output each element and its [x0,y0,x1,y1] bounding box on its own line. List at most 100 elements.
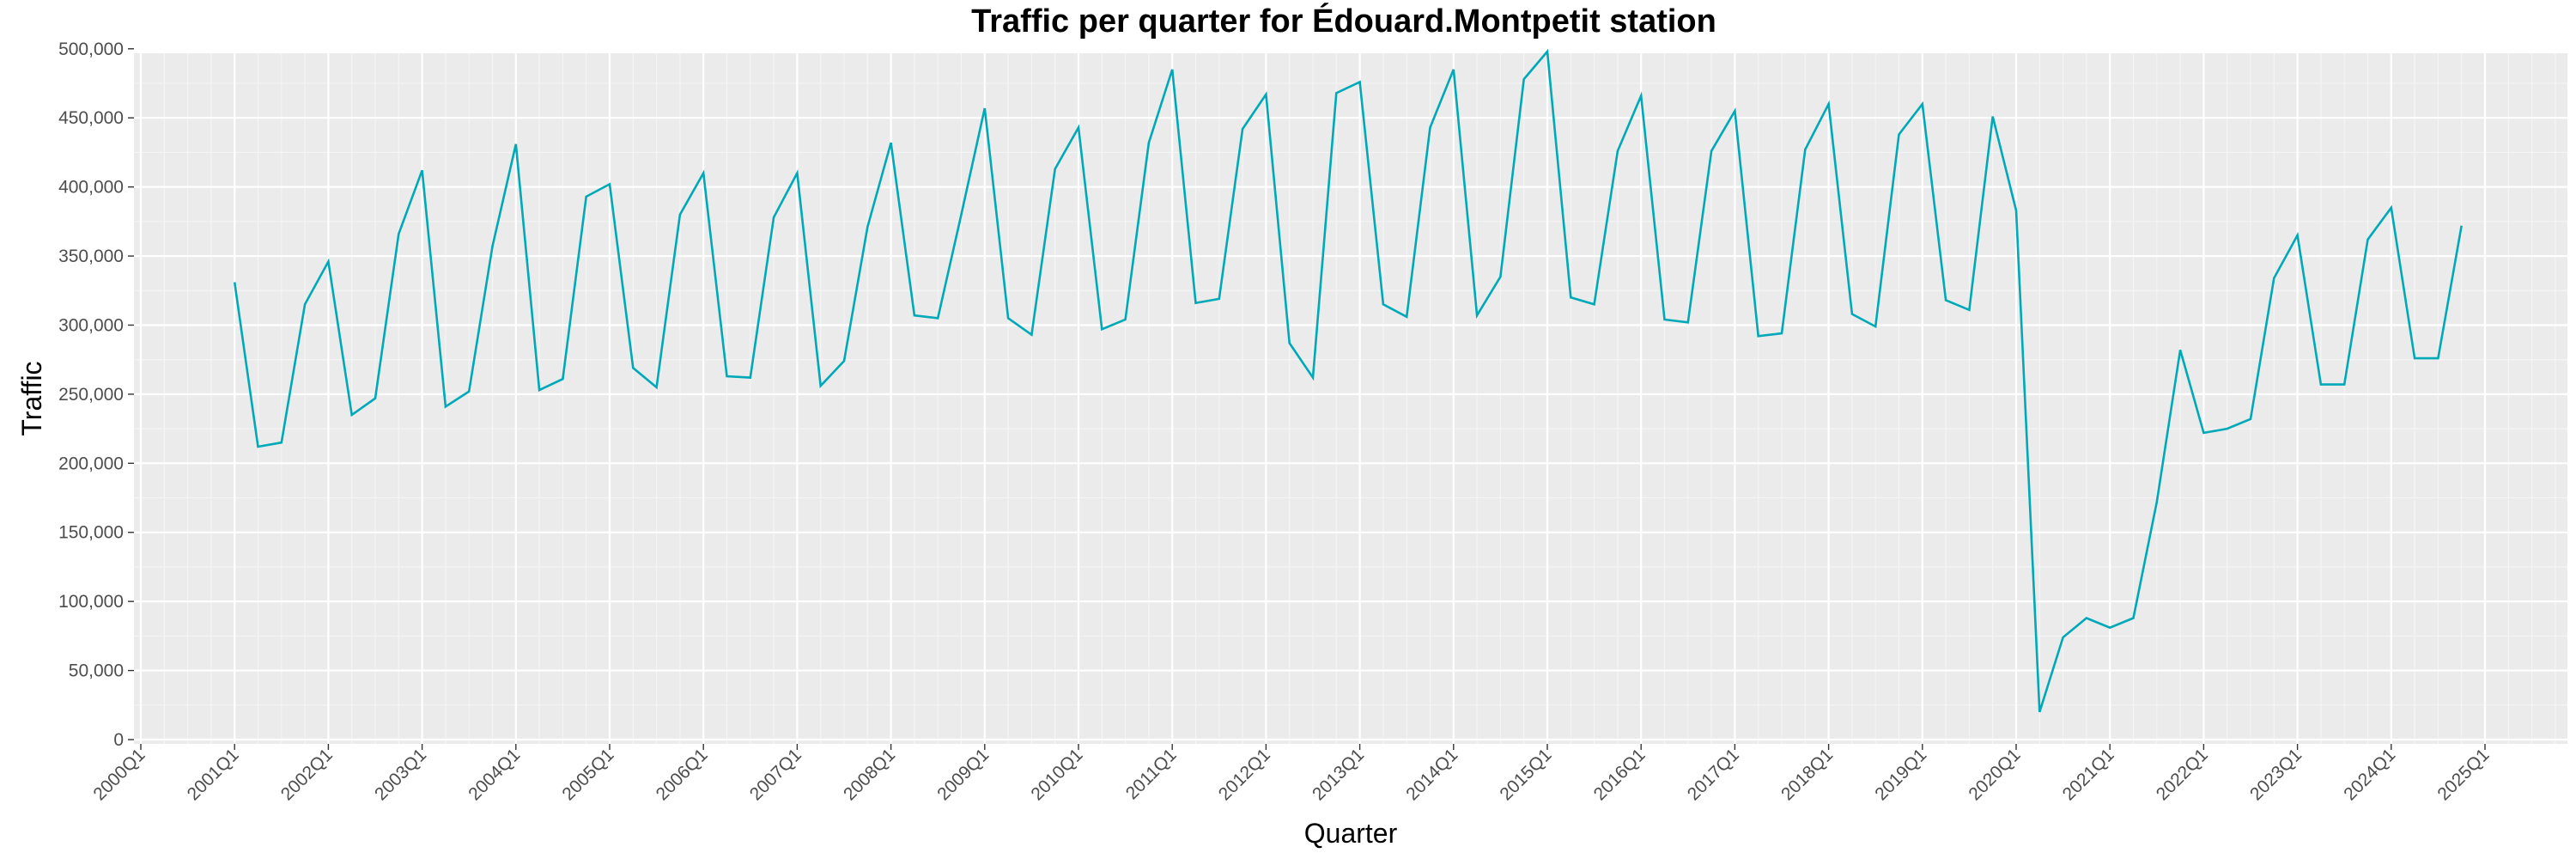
x-tick-label: 2000Q1 [89,745,149,804]
data-point [233,281,236,284]
data-point [1288,341,1291,344]
data-point [936,316,939,320]
data-point [2460,224,2464,228]
y-tick-label: 500,000 [58,40,124,59]
data-point [2413,356,2416,360]
data-point [1616,149,1619,153]
data-point [1593,302,1596,306]
data-point [631,366,635,369]
x-axis-title: Quarter [1304,818,1398,849]
data-point [1030,333,1033,337]
data-point [1147,141,1151,144]
traffic-series-line [233,48,2463,713]
x-tick-label: 2018Q1 [1777,745,1837,804]
data-point [1991,115,1995,119]
x-tick-label: 2006Q1 [653,745,712,804]
data-point [1100,327,1103,331]
data-point [1218,297,1221,301]
y-tick-label: 450,000 [58,108,124,128]
data-point [491,245,495,248]
data-point [2342,383,2346,387]
data-point [2132,616,2136,619]
data-point [1429,125,1432,129]
x-tick-label: 2025Q1 [2433,745,2493,804]
y-tick-label: 300,000 [58,315,124,335]
data-point [726,375,729,378]
data-point [1967,308,1971,312]
y-tick-label: 0 [113,730,124,750]
data-point [749,376,752,380]
data-point [467,390,471,393]
y-axis-tick-labels: 0 50,000 100,000 150,000 200,000 250,000 300,0… [58,40,124,750]
data-point [514,143,518,146]
data-point [1170,68,1174,71]
data-point [1358,80,1362,83]
data-point [702,172,705,175]
data-point [655,386,659,389]
data-point [1264,93,1267,96]
data-point [772,216,775,219]
data-point [303,302,307,306]
data-point [444,405,447,408]
x-tick-label: 2014Q1 [1402,745,1461,804]
data-point [1311,376,1315,380]
data-point [1405,315,1408,319]
data-point [538,388,541,392]
data-point [1944,299,1947,302]
data-point [1663,318,1667,321]
x-tick-label: 2007Q1 [746,745,805,804]
data-point [326,259,330,263]
data-point [397,232,400,235]
x-tick-label: 2012Q1 [1215,745,1274,804]
data-point [374,397,377,400]
data-point [819,384,823,387]
data-point [585,195,588,198]
major-gridlines [134,47,2567,744]
data-point [350,413,354,417]
x-tick-label: 2023Q1 [2246,745,2306,804]
data-point [1124,318,1127,321]
data-point [2296,234,2300,237]
x-tick-label: 2010Q1 [1027,745,1086,804]
x-tick-label: 2015Q1 [1496,745,1555,804]
data-point [1498,275,1502,278]
data-point [1898,133,1901,137]
data-point [1850,313,1854,316]
data-point [1686,320,1690,324]
data-point [2085,616,2088,619]
y-tick-label: 250,000 [58,385,124,405]
x-tick-label: 2024Q1 [2340,745,2399,804]
data-point [2436,356,2439,360]
data-point [257,445,260,448]
data-point [1639,94,1643,97]
data-point [1077,125,1080,129]
data-point [2062,636,2065,639]
x-tick-label: 2021Q1 [2059,745,2118,804]
data-point [1006,316,1010,320]
data-point [608,182,611,186]
data-point [1710,149,1713,153]
data-point [2202,431,2205,435]
chart-title: Traffic per quarter for Édouard.Montpeti… [971,3,1716,40]
x-tick-label: 2011Q1 [1122,745,1181,803]
data-point [1334,91,1338,94]
x-tick-label: 2008Q1 [840,745,899,804]
data-point [1733,109,1736,113]
data-point [2226,427,2229,430]
data-point [2390,206,2393,210]
data-point [1921,102,1924,106]
x-tick-label: 2019Q1 [1871,745,1930,804]
data-point [1546,50,1549,53]
data-point [913,314,916,317]
data-point [795,172,799,175]
data-point [1054,168,1057,171]
data-point [1757,334,1760,338]
data-point [1874,325,1877,328]
data-point [1452,68,1455,71]
data-point [1569,295,1572,299]
data-point [2272,277,2275,280]
data-point [960,213,963,216]
x-axis-tick-labels: 2000Q1 2001Q1 2002Q1 2003Q1 2004Q1 2005Q1 2006… [89,745,2493,804]
data-point [1780,332,1783,335]
data-point [2319,383,2323,387]
